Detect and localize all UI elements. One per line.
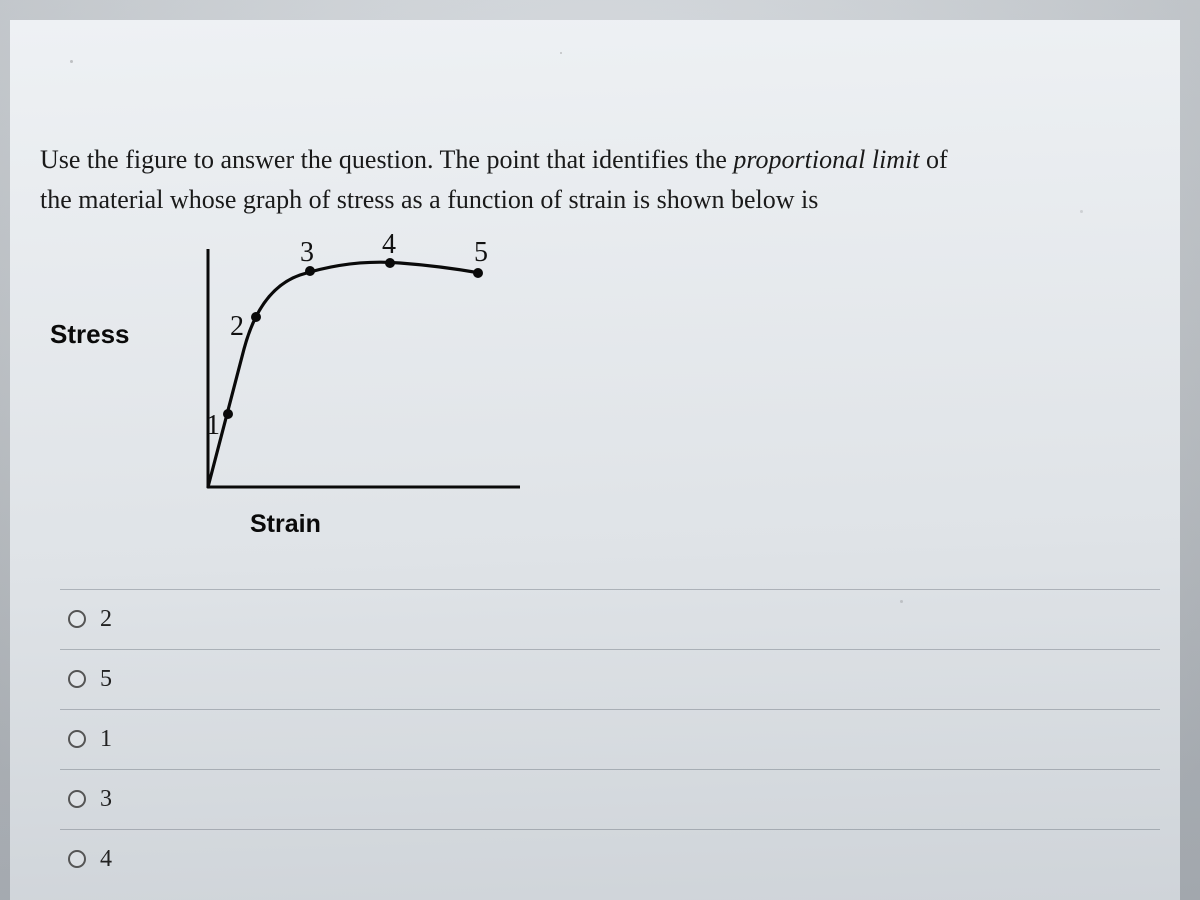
option-label: 4: [100, 846, 112, 873]
radio-icon[interactable]: [68, 610, 86, 628]
option-label: 3: [100, 786, 112, 813]
point-label-5: 5: [474, 237, 488, 269]
point-label-1: 1: [206, 410, 220, 442]
q-line2: the material whose graph of stress as a …: [40, 185, 818, 214]
plot-svg: [180, 229, 580, 509]
curve-point-5: [473, 268, 483, 278]
radio-icon[interactable]: [68, 850, 86, 868]
option-row-3[interactable]: 3: [60, 770, 1160, 830]
q-line1-post: of: [920, 145, 948, 174]
radio-icon[interactable]: [68, 670, 86, 688]
radio-icon[interactable]: [68, 730, 86, 748]
point-label-4: 4: [382, 229, 396, 261]
curve-point-1: [223, 409, 233, 419]
x-axis-label: Strain: [250, 510, 321, 539]
point-label-3: 3: [300, 237, 314, 269]
question-text: Use the figure to answer the question. T…: [40, 140, 1090, 221]
option-row-2[interactable]: 2: [60, 590, 1160, 650]
point-label-2: 2: [230, 311, 244, 343]
q-line1-pre: Use the figure to answer the question. T…: [40, 145, 733, 174]
option-row-5[interactable]: 5: [60, 650, 1160, 710]
answer-options: 2 5 1 3 4: [60, 589, 1160, 889]
q-line1-ital: proportional limit: [733, 145, 919, 174]
radio-icon[interactable]: [68, 790, 86, 808]
option-row-4[interactable]: 4: [60, 830, 1160, 889]
option-label: 2: [100, 606, 112, 633]
option-label: 5: [100, 666, 112, 693]
stress-strain-curve: [208, 262, 480, 487]
curve-point-2: [251, 312, 261, 322]
stress-strain-figure: Stress 1 2 3 4 5 Strain: [50, 229, 610, 549]
option-label: 1: [100, 726, 112, 753]
option-row-1[interactable]: 1: [60, 710, 1160, 770]
question-card: Use the figure to answer the question. T…: [10, 20, 1180, 900]
y-axis-label: Stress: [50, 319, 130, 350]
plot-area: 1 2 3 4 5: [180, 229, 580, 509]
